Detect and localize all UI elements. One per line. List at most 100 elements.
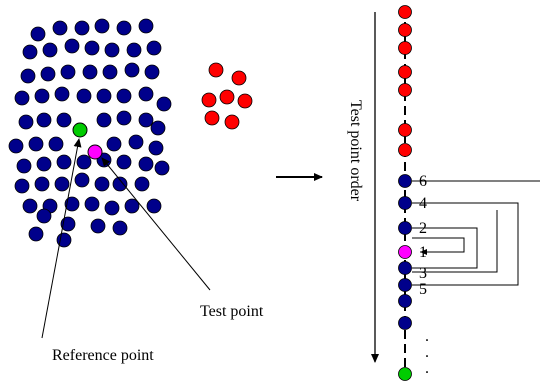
blue-point xyxy=(74,172,90,188)
blue-point xyxy=(116,110,132,126)
red-point xyxy=(204,110,220,126)
ellipsis-dot-1: . xyxy=(425,328,429,345)
blue-point xyxy=(14,178,30,194)
red-point xyxy=(224,114,240,130)
blue-point xyxy=(34,176,50,192)
blue-point xyxy=(20,68,36,84)
blue-point xyxy=(56,112,72,128)
blue-point xyxy=(54,86,70,102)
blue-point xyxy=(96,88,112,104)
blue-point xyxy=(22,198,38,214)
red-ordered-point xyxy=(398,123,412,137)
order-brackets xyxy=(412,180,540,286)
blue-point xyxy=(34,88,50,104)
blue-point xyxy=(138,112,154,128)
order-number-2: 2 xyxy=(419,220,427,237)
blue-point xyxy=(84,196,100,212)
blue-point xyxy=(8,138,24,154)
test-point-label: Test point xyxy=(200,303,264,320)
blue-point xyxy=(36,208,52,224)
blue-ordered-point xyxy=(398,261,412,275)
blue-point xyxy=(144,64,160,80)
blue-point xyxy=(52,20,68,36)
magenta-ordered-point xyxy=(398,245,412,259)
green-ordered-point xyxy=(398,367,412,381)
blue-point xyxy=(138,86,154,102)
blue-point xyxy=(116,20,132,36)
blue-point xyxy=(36,156,52,172)
blue-point xyxy=(18,114,34,130)
blue-ordered-point xyxy=(398,278,412,292)
test-point-order-label: Test point order xyxy=(347,100,364,202)
blue-point xyxy=(138,18,154,34)
order-number-1: 1 xyxy=(419,244,427,261)
red-point xyxy=(219,89,235,105)
order-number-4: 4 xyxy=(419,195,427,212)
red-point-cluster xyxy=(201,62,253,130)
blue-point xyxy=(64,196,80,212)
blue-point xyxy=(116,88,132,104)
blue-point xyxy=(28,136,44,152)
blue-point xyxy=(116,154,132,170)
red-ordered-point xyxy=(398,83,412,97)
blue-point xyxy=(54,176,70,192)
blue-point xyxy=(126,42,142,58)
blue-point xyxy=(40,66,56,82)
blue-point xyxy=(42,42,58,58)
reference-pointer-line xyxy=(41,138,82,339)
blue-point xyxy=(56,154,72,170)
blue-point xyxy=(124,198,140,214)
ordered-points xyxy=(398,5,412,381)
blue-point xyxy=(146,40,162,56)
blue-point xyxy=(82,64,98,80)
blue-point xyxy=(30,26,46,42)
blue-point xyxy=(156,96,172,112)
blue-ordered-point xyxy=(398,196,412,210)
blue-point-cluster xyxy=(8,18,172,248)
red-ordered-point xyxy=(398,23,412,37)
blue-point xyxy=(106,136,122,152)
order-number-3: 3 xyxy=(419,265,427,282)
blue-point xyxy=(22,44,38,60)
blue-point xyxy=(90,218,106,234)
blue-ordered-point xyxy=(398,316,412,330)
blue-point xyxy=(138,156,154,172)
test-pointer-line xyxy=(101,157,211,291)
blue-point xyxy=(134,176,150,192)
blue-point xyxy=(94,18,110,34)
red-point xyxy=(208,62,224,78)
blue-point xyxy=(14,90,30,106)
blue-point xyxy=(28,226,44,242)
blue-point xyxy=(74,20,90,36)
blue-ordered-point xyxy=(398,221,412,235)
blue-point xyxy=(148,140,164,156)
blue-point xyxy=(146,198,162,214)
red-ordered-point xyxy=(398,41,412,55)
blue-point xyxy=(112,176,128,192)
reference-point-label: Reference point xyxy=(52,347,154,364)
test-point-marker xyxy=(87,144,103,160)
red-point xyxy=(201,92,217,108)
red-point xyxy=(237,93,253,109)
blue-point xyxy=(84,40,100,56)
order-number-6: 6 xyxy=(419,173,427,190)
blue-point xyxy=(76,154,92,170)
blue-point xyxy=(60,64,76,80)
ellipsis-dot-3: . xyxy=(425,360,429,377)
blue-ordered-point xyxy=(398,294,412,308)
blue-point xyxy=(150,120,166,136)
ellipsis-dot-2: . xyxy=(425,344,429,361)
blue-ordered-point xyxy=(398,174,412,188)
order-number-5: 5 xyxy=(419,281,427,298)
red-ordered-point xyxy=(398,65,412,79)
blue-point xyxy=(94,176,110,192)
blue-point xyxy=(104,200,120,216)
blue-point xyxy=(124,62,140,78)
blue-point xyxy=(128,134,144,150)
blue-point xyxy=(76,88,92,104)
blue-point xyxy=(102,64,118,80)
red-ordered-point xyxy=(398,5,412,19)
reference-point-marker xyxy=(72,122,88,138)
blue-point xyxy=(48,136,64,152)
